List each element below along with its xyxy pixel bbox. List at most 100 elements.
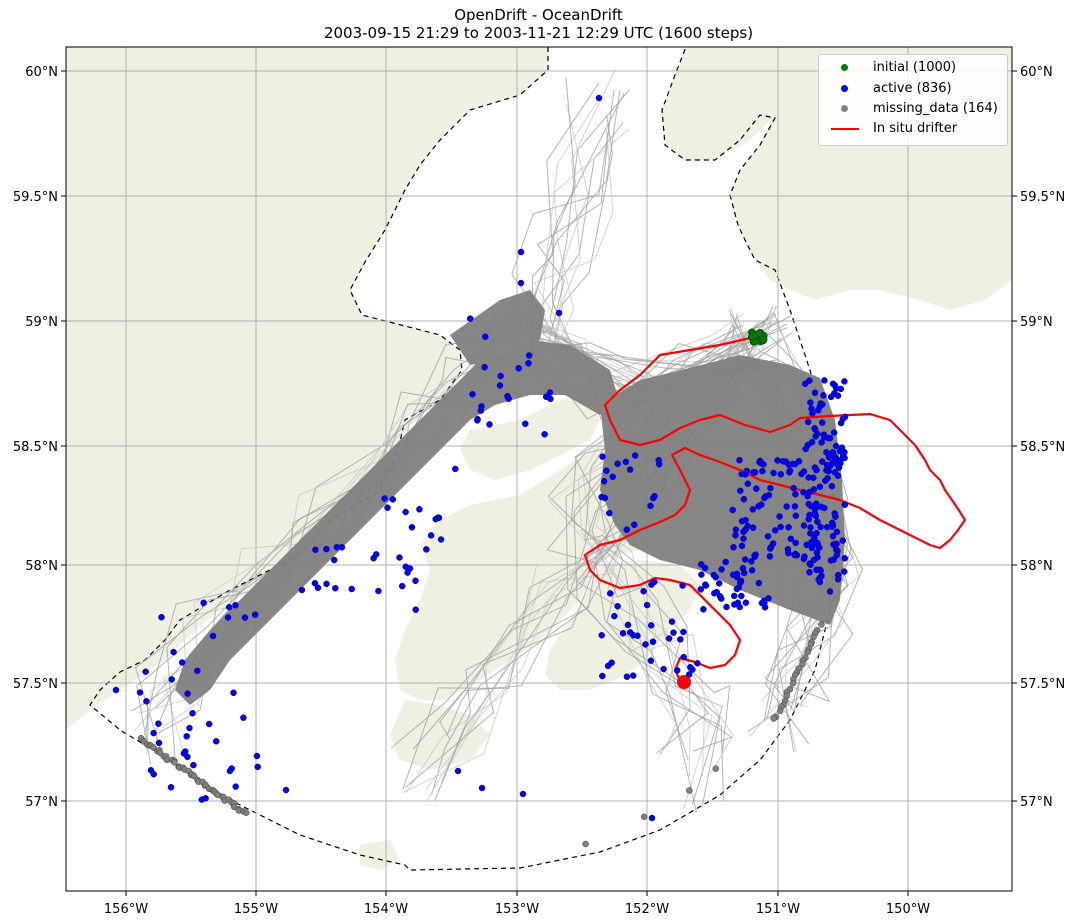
active-particle bbox=[751, 469, 759, 476]
active-particles bbox=[112, 94, 849, 822]
active-particle bbox=[224, 614, 232, 621]
active-particle bbox=[776, 513, 783, 520]
active-particle bbox=[170, 648, 177, 656]
active-particle bbox=[609, 473, 616, 481]
active-particle bbox=[826, 588, 834, 595]
active-particle bbox=[427, 532, 435, 539]
active-particle bbox=[136, 689, 144, 696]
lon-tick-label: 155°W bbox=[234, 902, 278, 917]
active-particle bbox=[432, 515, 439, 523]
active-particle bbox=[820, 431, 828, 438]
active-particle bbox=[738, 470, 745, 478]
active-particle bbox=[740, 495, 748, 503]
plume-core-strait bbox=[175, 340, 620, 705]
trajectory-line bbox=[551, 77, 730, 388]
active-particle bbox=[810, 474, 817, 482]
active-particle bbox=[622, 458, 630, 466]
active-particle bbox=[623, 526, 631, 533]
active-particle bbox=[598, 493, 605, 501]
active-particle bbox=[225, 603, 233, 611]
active-particle bbox=[816, 578, 824, 586]
active-particle bbox=[771, 527, 779, 534]
active-particle bbox=[786, 467, 794, 474]
active-particle bbox=[730, 544, 737, 551]
active-particle bbox=[241, 614, 249, 621]
active-particle bbox=[619, 630, 627, 637]
active-particle bbox=[785, 524, 792, 531]
active-particle bbox=[190, 761, 197, 769]
active-particle bbox=[396, 554, 403, 561]
active-particle bbox=[810, 486, 818, 493]
active-particle bbox=[517, 279, 525, 287]
active-particle bbox=[800, 522, 808, 529]
active-particle bbox=[839, 453, 847, 461]
active-particle bbox=[437, 536, 445, 543]
active-particle bbox=[423, 546, 430, 553]
active-particle bbox=[298, 586, 306, 594]
lon-tick-label: 151°W bbox=[756, 902, 800, 917]
active-particle bbox=[760, 597, 768, 605]
active-particle bbox=[792, 550, 799, 558]
active-particle bbox=[547, 395, 554, 403]
active-particle bbox=[812, 505, 819, 513]
active-particle bbox=[389, 496, 397, 503]
active-particle bbox=[825, 434, 832, 442]
legend: initial (1000) active (836) missing_data… bbox=[818, 54, 1008, 146]
trajectory-line bbox=[765, 335, 854, 745]
active-particle bbox=[740, 528, 747, 536]
active-particle bbox=[333, 544, 341, 551]
active-particle bbox=[770, 469, 777, 477]
active-particle bbox=[748, 558, 755, 565]
missing-data-particle bbox=[818, 621, 825, 628]
lat-tick-label-right: 58°N bbox=[1020, 559, 1053, 574]
active-particle bbox=[834, 392, 842, 399]
active-particle bbox=[168, 676, 175, 683]
active-particle bbox=[811, 534, 818, 542]
land-kodiak-east bbox=[545, 560, 700, 690]
legend-label-initial: initial (1000) bbox=[873, 60, 957, 75]
active-particle bbox=[599, 672, 606, 680]
active-particle bbox=[823, 461, 831, 469]
active-particle bbox=[749, 524, 757, 531]
active-particle bbox=[595, 94, 603, 102]
active-particle bbox=[741, 556, 749, 563]
active-particle bbox=[792, 539, 799, 547]
active-particle bbox=[814, 539, 821, 547]
active-particle bbox=[833, 528, 841, 536]
active-particle bbox=[614, 460, 621, 467]
active-particle bbox=[807, 524, 814, 531]
active-particle bbox=[497, 372, 504, 380]
active-particle bbox=[767, 484, 774, 492]
active-particle bbox=[375, 587, 382, 595]
active-particle bbox=[733, 570, 741, 578]
active-particle bbox=[749, 506, 757, 513]
active-particle bbox=[600, 477, 608, 485]
active-particle bbox=[808, 438, 816, 446]
active-particle bbox=[732, 532, 739, 539]
legend-marker-active bbox=[841, 85, 848, 92]
active-particle bbox=[606, 590, 614, 597]
active-particle bbox=[832, 442, 840, 450]
legend-label-missing-data: missing_data (164) bbox=[873, 101, 998, 116]
active-particle bbox=[142, 668, 149, 675]
active-particle bbox=[178, 659, 186, 666]
active-particle bbox=[486, 421, 493, 428]
active-particle bbox=[738, 517, 746, 525]
active-particle bbox=[831, 469, 839, 476]
missing-data-particle bbox=[799, 660, 806, 668]
active-particle bbox=[525, 352, 533, 359]
active-particle bbox=[402, 563, 409, 570]
active-particle bbox=[807, 561, 814, 568]
active-particle bbox=[158, 613, 165, 621]
active-particle bbox=[803, 541, 811, 549]
active-particle bbox=[679, 582, 686, 589]
active-particle bbox=[697, 561, 705, 568]
active-particle bbox=[673, 667, 681, 674]
missing-data-particle bbox=[640, 813, 648, 821]
active-particle bbox=[814, 518, 821, 525]
missing-data-particle bbox=[150, 744, 157, 751]
plot-frame bbox=[65, 46, 1013, 892]
active-particle bbox=[816, 483, 824, 490]
active-particle bbox=[599, 453, 606, 460]
active-particle bbox=[631, 452, 639, 459]
